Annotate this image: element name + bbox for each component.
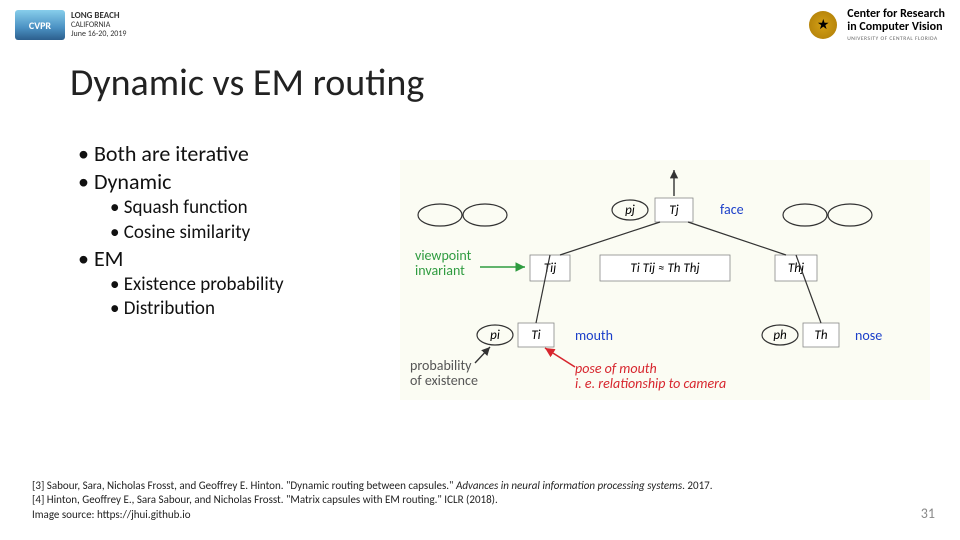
bullet-em: EM <box>78 245 284 273</box>
cvpr-logo: CVPR LONG BEACH CALIFORNIA June 16-20, 2… <box>15 10 126 40</box>
ref-3-post: . 2017. <box>682 479 712 492</box>
label-Thj: Thj <box>788 261 804 276</box>
ucf-star: ★ <box>817 16 830 33</box>
label-viewpoint-2: invariant <box>415 262 465 279</box>
edge-Tij-Tj <box>560 222 660 255</box>
label-Ti: Ti <box>531 328 540 343</box>
crcv-line1: Center for Research <box>847 8 945 21</box>
bullet-dynamic: Dynamic <box>78 168 284 196</box>
bullet-both: Both are iterative <box>78 140 284 168</box>
ref-3-pre: [3] Sabour, Sara, Nicholas Frosst, and G… <box>32 479 456 492</box>
label-Tj: Tj <box>669 203 678 218</box>
slide-title: Dynamic vs EM routing <box>70 60 424 106</box>
cvpr-text: LONG BEACH CALIFORNIA June 16-20, 2019 <box>71 11 126 38</box>
arrow-pose-icon <box>545 348 575 367</box>
label-prob-2: of existence <box>410 372 478 389</box>
capsule-ellipse <box>783 204 827 226</box>
bullet-list: Both are iterative Dynamic Squash functi… <box>78 140 284 322</box>
bullet-distribution: Distribution <box>110 297 284 321</box>
capsule-ellipse <box>418 204 462 226</box>
label-ph: ph <box>773 328 787 343</box>
bullet-squash: Squash function <box>110 196 284 220</box>
edge-Thj-Tj <box>688 222 786 255</box>
ref-3: [3] Sabour, Sara, Nicholas Frosst, and G… <box>32 479 910 493</box>
label-pose-2: i. e. relationship to camera <box>575 375 726 392</box>
capsule-ellipse <box>463 204 507 226</box>
cvpr-acronym: CVPR <box>29 19 51 32</box>
ucf-seal-icon: ★ <box>809 11 837 39</box>
label-mouth: mouth <box>575 327 613 344</box>
capsule-diagram: pj Tj face Tij Ti Tij ≈ Th Thj Thj viewp… <box>400 160 930 400</box>
page-number: 31 <box>921 505 935 522</box>
bullet-cosine: Cosine similarity <box>110 221 284 245</box>
label-pj: pj <box>625 203 635 218</box>
slide-header: CVPR LONG BEACH CALIFORNIA June 16-20, 2… <box>15 5 945 45</box>
label-pi: pi <box>490 328 500 343</box>
ref-imgsrc: Image source: https://jhui.github.io <box>32 508 910 522</box>
crcv-line2: in Computer Vision <box>847 21 945 34</box>
label-approx: Ti Tij ≈ Th Thj <box>630 261 699 276</box>
bullet-existence: Existence probability <box>110 273 284 297</box>
ucf-logo-block: ★ Center for Research in Computer Vision… <box>809 8 945 42</box>
cvpr-dates: June 16-20, 2019 <box>71 30 126 39</box>
ucf-sub: UNIVERSITY OF CENTRAL FLORIDA <box>847 36 937 42</box>
ref-4: [4] Hinton, Geoffrey E., Sara Sabour, an… <box>32 493 910 507</box>
ref-3-italic: Advances in neural information processin… <box>456 479 682 492</box>
ucf-text: Center for Research in Computer Vision U… <box>847 8 945 42</box>
label-nose: nose <box>855 327 882 344</box>
references: [3] Sabour, Sara, Nicholas Frosst, and G… <box>32 479 910 522</box>
cvpr-badge: CVPR <box>15 10 65 40</box>
label-Th: Th <box>814 328 827 343</box>
arrow-prob-icon <box>475 347 490 363</box>
capsule-ellipse <box>828 204 872 226</box>
label-face: face <box>720 201 744 218</box>
